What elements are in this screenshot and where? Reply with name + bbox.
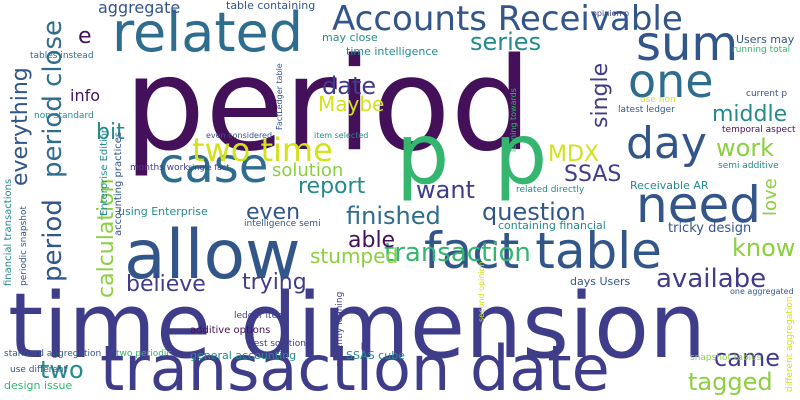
word-trying: trying xyxy=(242,270,307,295)
word-may-close: may close xyxy=(322,31,378,44)
word-love: love xyxy=(760,178,781,216)
word-bit: bit xyxy=(96,120,125,145)
word-solution: solution xyxy=(272,160,344,181)
word-case: case xyxy=(158,138,269,194)
word-finished: finished xyxy=(346,202,441,230)
word-question: question xyxy=(482,198,586,226)
word-transaction-date: transaction date xyxy=(100,332,610,400)
word-snapshot-tables: snapshot tables xyxy=(690,353,762,363)
word-general-accounting: general accounting xyxy=(190,349,297,362)
word-series: series xyxy=(470,28,542,56)
word-table-containing: table containing xyxy=(226,0,316,12)
word-even: even xyxy=(246,200,301,225)
word-p-right: p xyxy=(494,105,548,203)
word-intelligence-semi: intelligence semi xyxy=(244,219,321,229)
word-tricky-design: tricky design xyxy=(668,221,752,236)
word-sum: sum xyxy=(636,16,739,72)
word-aggregate: aggregate xyxy=(98,0,181,17)
word-single: single xyxy=(588,62,613,128)
word-p-left: p xyxy=(396,105,450,203)
word-able: able xyxy=(348,228,396,253)
word-use-non: use non xyxy=(640,95,676,105)
word-stumped: stumped xyxy=(310,244,399,268)
word-accounts-receivable: Accounts Receivable xyxy=(332,0,683,39)
word-containing-financial: containing financial xyxy=(498,219,606,232)
word-current-p: current p xyxy=(746,89,788,99)
word-report: report xyxy=(298,174,366,199)
word-non-standard: non standard xyxy=(34,111,94,121)
word-tables-instead: tables instead xyxy=(30,51,94,61)
word-transaction: transaction xyxy=(384,238,531,268)
word-middle: middle xyxy=(712,102,788,127)
word-two-time: two time xyxy=(192,131,333,169)
word-want: want xyxy=(416,176,475,204)
word-ledger-item: ledger item xyxy=(234,311,286,321)
word-standard-aggregation: standard aggregation xyxy=(4,349,102,359)
word-factledger-table: FactLedger table xyxy=(275,63,284,130)
word-two: two xyxy=(40,356,84,384)
word-semi-additive: semi additive xyxy=(718,161,779,171)
word-allow: allow xyxy=(124,216,301,295)
word-one: one xyxy=(628,54,714,108)
word-latest-ledger: latest ledger xyxy=(618,105,675,115)
word-periodic-snapshot: periodic snapshot xyxy=(19,205,29,286)
word-fact-table: fact table xyxy=(424,222,662,280)
word-accounting-practices: accounting practices xyxy=(113,131,124,236)
word-days-users: days Users xyxy=(570,275,631,288)
word-know: know xyxy=(732,234,796,262)
word-related: related xyxy=(112,1,304,64)
word-availabe: availabe xyxy=(656,264,767,294)
word-work: work xyxy=(716,134,775,162)
word-opinion-p: opinion p xyxy=(592,9,630,18)
word-design-issue: design issue xyxy=(4,379,73,392)
word-additive-options: additive options xyxy=(190,325,271,336)
word-best-solution: best solution xyxy=(248,339,306,349)
word-day: day xyxy=(626,118,707,169)
word-date: date xyxy=(322,72,377,100)
word-leaning-towards: leaning towards xyxy=(509,88,518,152)
word-second-opinion: second opinion xyxy=(477,261,486,322)
word-use-different: use different xyxy=(10,365,68,375)
word-ssas-cube: SSAS cube xyxy=(346,349,405,362)
word-maybe: Maybe xyxy=(318,92,385,116)
word-related-directly: related directly xyxy=(516,185,585,195)
word-came: came xyxy=(714,344,781,372)
word-single-fact: single fact xyxy=(188,163,230,172)
word-ssas: SSAS xyxy=(564,162,622,187)
word-tagged: tagged xyxy=(688,368,773,396)
word-info: info xyxy=(70,86,101,105)
word-temporal-aspect: temporal aspect xyxy=(722,125,796,135)
word-time-intelligence: time intelligence xyxy=(346,45,439,58)
word-financial-transactions: financial transactions xyxy=(3,178,14,286)
word-one-aggregated: one aggregated xyxy=(730,287,794,296)
word-period: period xyxy=(124,31,532,180)
word-mdx: MDX xyxy=(548,142,599,167)
word-currently-leaning: currently leaning xyxy=(335,291,345,368)
word-period-vertical: period xyxy=(38,199,68,282)
word-need: need xyxy=(636,176,761,234)
word-users-may: Users may xyxy=(736,33,795,46)
word-e: e xyxy=(78,24,92,49)
word-item-selected: item selected xyxy=(314,131,369,140)
word-enterprise-edition: Enterprise Edition xyxy=(99,126,110,216)
word-using-enterprise: using Enterprise xyxy=(118,205,208,218)
word-even-considered: even considered xyxy=(206,131,273,140)
word-running-total: running total xyxy=(732,45,791,55)
word-period-close: period close xyxy=(38,19,68,178)
word-two-periodic: two periodic xyxy=(116,349,172,359)
word-months-work: months work xyxy=(130,163,189,173)
word-receivable-ar: Receivable AR xyxy=(630,179,709,192)
word-time-dimension: time dimension xyxy=(8,274,707,379)
word-everything: everything xyxy=(8,67,33,186)
word-believe: believe xyxy=(126,272,206,297)
word-different-aggregation: different aggregation xyxy=(785,296,795,392)
